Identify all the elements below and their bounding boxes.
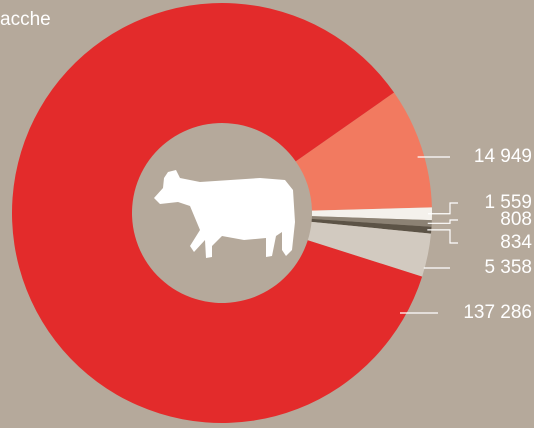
data-label: 137 286 — [463, 302, 532, 323]
data-label: 1 559 — [484, 192, 532, 213]
wedge — [307, 221, 431, 277]
leader-line — [427, 229, 458, 244]
leader-line — [427, 202, 458, 215]
wedge — [311, 216, 432, 227]
data-label: 834 — [500, 232, 532, 253]
wedge — [311, 218, 432, 234]
chart-title: acche — [0, 9, 51, 30]
data-label: 14 949 — [474, 146, 532, 167]
donut — [12, 2, 432, 424]
wedge — [12, 2, 423, 424]
data-label: 808 — [500, 209, 532, 230]
leader-line — [427, 219, 458, 224]
cow-icon — [154, 170, 295, 258]
data-label: 5 358 — [484, 257, 532, 278]
wedge — [311, 207, 432, 221]
wedge — [295, 92, 432, 211]
